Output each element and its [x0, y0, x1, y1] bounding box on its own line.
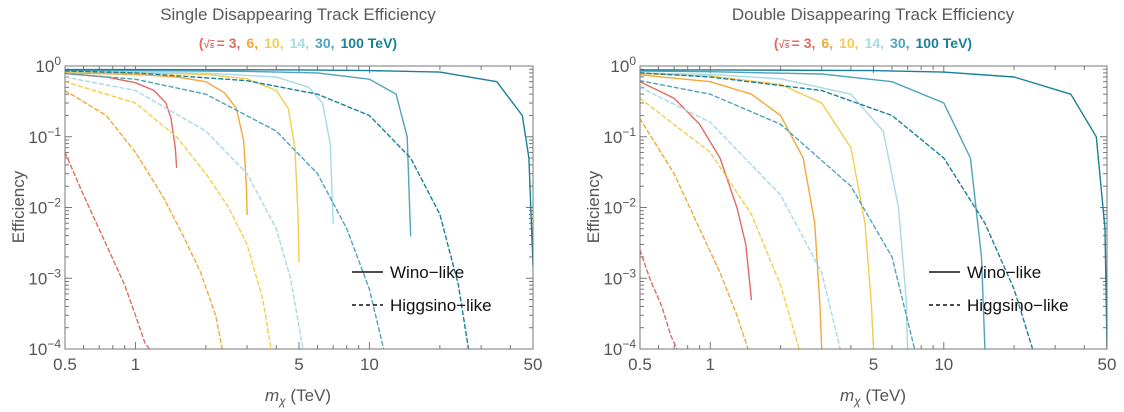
energy-legend-10: 10,	[839, 35, 858, 51]
y-axis-label: Efficiency	[9, 170, 28, 243]
energy-legend-sqrt: √	[779, 39, 786, 51]
x-tick-label: 1	[131, 355, 140, 374]
chart-title: Double Disappearing Track Efficiency	[732, 5, 1015, 24]
energy-legend-s: s	[210, 40, 215, 50]
energy-legend-sqrt: √	[204, 39, 211, 51]
x-axis-label: mχ (TeV)	[265, 386, 331, 408]
series-line-dashed-10	[65, 72, 385, 349]
series-line-dashed-7	[65, 89, 224, 349]
energy-legend-eq: =	[792, 35, 804, 51]
x-tick-label: 0.5	[628, 355, 652, 374]
series-line-dashed-11	[640, 72, 1034, 349]
x-tick-label: 0.5	[53, 355, 77, 374]
x-axis-label-sub: χ	[278, 394, 286, 408]
x-axis-label-m: m	[265, 386, 279, 405]
energy-legend-open: (	[199, 35, 204, 51]
legend-dashed-label: Higgsino−like	[967, 296, 1069, 315]
energy-legend-30: 30,	[315, 35, 334, 51]
legend-solid-label: Wino−like	[967, 263, 1041, 282]
y-tick-label: 100	[610, 54, 636, 76]
chart-single: Single Disappearing Track Efficiency (√s…	[9, 5, 542, 408]
chart-double: Double Disappearing Track Efficiency (√s…	[584, 5, 1116, 408]
x-axis-label-m: m	[840, 386, 854, 405]
series-line-dashed-6	[640, 249, 678, 349]
series-line-solid-5	[640, 69, 1107, 349]
series-line-solid-3	[65, 70, 334, 224]
x-axis-label-unit: (TeV)	[861, 386, 906, 405]
y-tick-label: 10−4	[603, 337, 636, 359]
x-tick-labels: 0.5 1 5 10 50	[53, 355, 542, 374]
energy-legend-open: (	[774, 35, 779, 51]
y-tick-label: 10−1	[603, 125, 636, 147]
x-axis-label: mχ (TeV)	[840, 386, 906, 408]
series-line-solid-2	[65, 71, 300, 263]
energy-legend-6: 6,	[246, 35, 258, 51]
series-line-dashed-7	[640, 117, 749, 349]
energy-legend-100: 100 TeV)	[341, 35, 398, 51]
series-line-solid-1	[65, 72, 248, 216]
series-line-solid-0	[640, 80, 753, 301]
series-group	[640, 69, 1107, 349]
chart-title: Single Disappearing Track Efficiency	[160, 5, 436, 24]
x-tick-label: 50	[1098, 355, 1117, 374]
energy-legend: (√s = 3, 6, 10, 14, 30, 100 TeV)	[774, 35, 972, 51]
series-line-solid-5	[65, 68, 533, 267]
energy-legend: (√s = 3, 6, 10, 14, 30, 100 TeV)	[199, 35, 397, 51]
y-tick-label: 10−4	[28, 337, 61, 359]
series-line-dashed-9	[65, 76, 304, 349]
y-tick-label: 10−1	[28, 125, 61, 147]
series-line-dashed-8	[65, 80, 272, 349]
x-tick-label: 50	[524, 355, 543, 374]
energy-legend-30: 30,	[890, 35, 909, 51]
series-line-solid-1	[640, 74, 823, 349]
series-line-solid-0	[65, 72, 178, 169]
x-tick-label: 5	[869, 355, 878, 374]
energy-legend-6: 6,	[821, 35, 833, 51]
y-tick-labels: 10−4 10−3 10−2 10−1 100	[603, 54, 636, 359]
energy-legend-s: s	[785, 40, 790, 50]
y-tick-label: 10−3	[603, 266, 636, 288]
legend-solid-label: Wino−like	[390, 263, 464, 282]
line-style-legend: Wino−like Higgsino−like	[929, 263, 1069, 315]
energy-legend-3: 3,	[804, 35, 816, 51]
energy-legend-3: 3,	[229, 35, 241, 51]
series-group	[65, 68, 533, 349]
plot-frame	[639, 65, 1108, 350]
plot-frame	[64, 65, 534, 350]
series-line-solid-3	[640, 72, 909, 349]
energy-legend-100: 100 TeV)	[916, 35, 973, 51]
legend-dashed-label: Higgsino−like	[390, 296, 492, 315]
series-line-dashed-9	[640, 86, 841, 349]
y-tick-label: 100	[35, 54, 61, 76]
x-tick-label: 10	[360, 355, 379, 374]
energy-legend-eq: =	[217, 35, 229, 51]
y-tick-labels: 10−4 10−3 10−2 10−1 100	[28, 54, 61, 359]
series-line-solid-4	[640, 70, 986, 349]
x-axis-label-unit: (TeV)	[286, 386, 331, 405]
x-tick-label: 10	[934, 355, 953, 374]
x-tick-labels: 0.5 1 5 10 50	[628, 355, 1116, 374]
x-tick-label: 1	[706, 355, 715, 374]
y-axis-label: Efficiency	[584, 170, 603, 243]
y-tick-label: 10−2	[603, 196, 636, 218]
line-style-legend: Wino−like Higgsino−like	[352, 263, 492, 315]
series-line-dashed-8	[640, 97, 800, 349]
x-axis-label-sub: χ	[853, 394, 861, 408]
y-tick-label: 10−2	[28, 196, 61, 218]
series-line-dashed-10	[640, 79, 916, 349]
series-line-solid-4	[65, 69, 412, 237]
energy-legend-14: 14,	[290, 35, 309, 51]
series-line-solid-2	[640, 72, 875, 349]
series-line-dashed-6	[65, 151, 151, 349]
energy-legend-10: 10,	[264, 35, 283, 51]
y-tick-label: 10−3	[28, 266, 61, 288]
energy-legend-14: 14,	[865, 35, 884, 51]
series-line-dashed-11	[65, 70, 470, 349]
x-tick-label: 5	[294, 355, 303, 374]
